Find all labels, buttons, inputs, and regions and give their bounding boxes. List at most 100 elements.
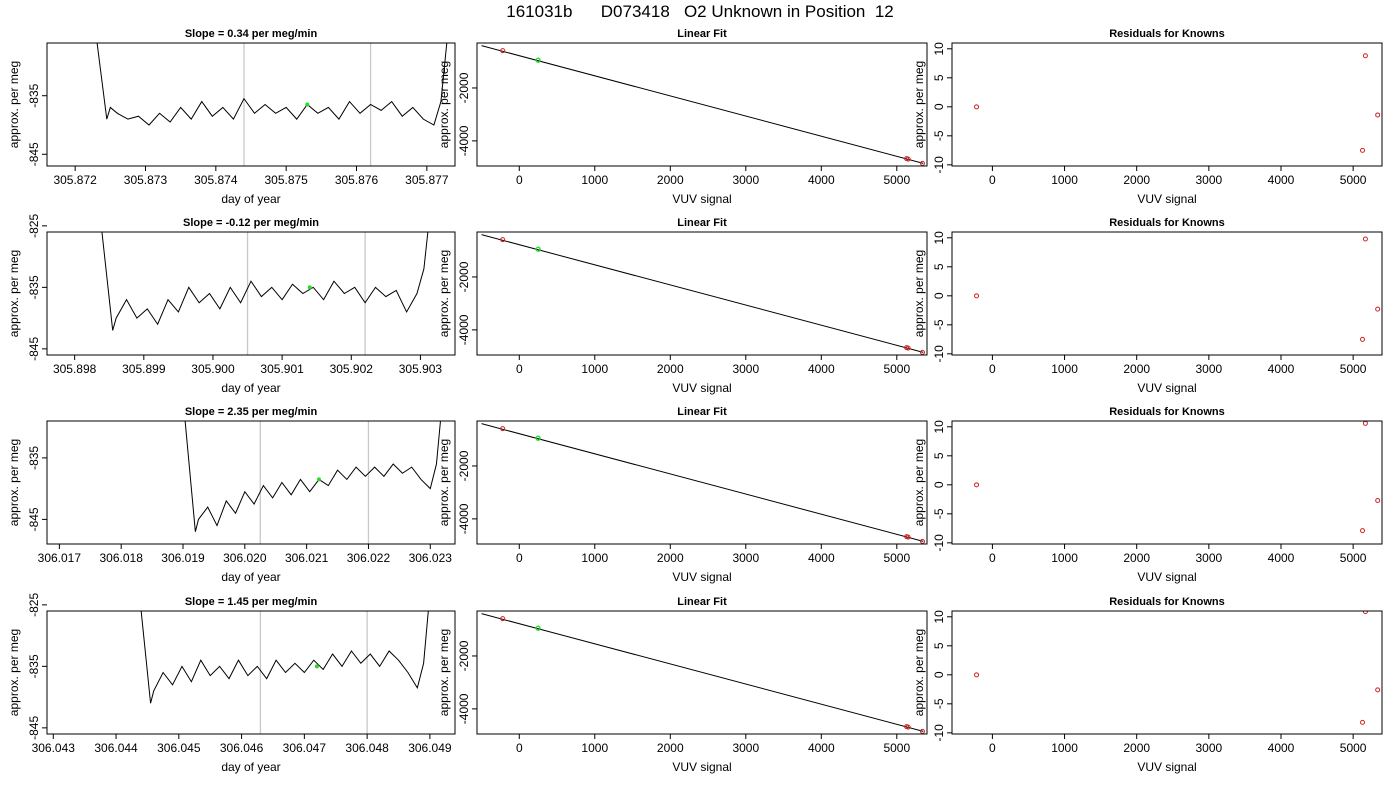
x-tick-label: 1000: [581, 173, 608, 187]
known-point: [919, 538, 925, 544]
residual-point: [974, 293, 980, 299]
panel-3-1: Slope = 2.35 per meg/min 306.017 306.018 30…: [7, 406, 456, 584]
y-axis-label: approx. per meg: [912, 629, 926, 716]
x-tick-label: 4000: [1268, 551, 1295, 565]
plot-area: [481, 613, 925, 734]
x-tick-label: 306.044: [94, 741, 138, 755]
y-axis-label: approx. per meg: [912, 250, 926, 337]
known-point: [919, 160, 925, 166]
y-tick-label: -825: [27, 593, 41, 617]
plot-frame: [476, 231, 928, 356]
x-axis-label: VUV signal: [672, 381, 731, 395]
x-tick-label: 4000: [808, 741, 835, 755]
y-axis-label: approx. per meg: [7, 61, 21, 148]
x-tick-label: 306.049: [408, 741, 452, 755]
panel-title: Linear Fit: [677, 217, 727, 229]
x-tick-label: 306.018: [99, 551, 143, 565]
x-axis-label: VUV signal: [672, 570, 731, 584]
panel-3-2: Linear Fit 0 1000 2000 3000 4000 5000 -2000 -400…: [437, 406, 928, 584]
unknown-marker: [317, 477, 321, 482]
x-tick-label: 3000: [1195, 173, 1222, 187]
y-tick-label: -4000: [457, 125, 471, 156]
y-tick-label: -2000: [457, 72, 471, 103]
unknown-marker: [307, 285, 312, 290]
x-tick-label: 0: [516, 173, 523, 187]
panel-2-1: Slope = -0.12 per meg/min 305.898 305.899 3…: [7, 214, 456, 395]
plot-frame: [46, 420, 456, 545]
x-tick-label: 2000: [657, 362, 684, 376]
y-tick-label: -845: [27, 716, 41, 740]
y-tick-label: -5: [932, 508, 946, 519]
plot-frame: [951, 420, 1383, 545]
x-tick-label: 5000: [883, 173, 910, 187]
panel-title: Residuals for Knowns: [1109, 28, 1225, 40]
x-tick-label: 0: [989, 741, 996, 755]
x-tick-label: 2000: [657, 741, 684, 755]
x-tick-label: 306.043: [32, 741, 76, 755]
plot-frame: [476, 420, 928, 545]
y-tick-label: -835: [27, 83, 41, 107]
y-tick-label: 0: [932, 671, 946, 678]
x-tick-label: 306.045: [157, 741, 201, 755]
x-tick-label: 305.874: [194, 173, 238, 187]
plot-frame: [951, 42, 1383, 167]
x-axis-label: day of year: [221, 192, 280, 206]
panel-title: Slope = 0.34 per meg/min: [185, 28, 318, 40]
x-axis-label: VUV signal: [1137, 381, 1196, 395]
known-point: [919, 349, 925, 355]
plot-area: [974, 421, 1381, 534]
x-tick-label: 4000: [808, 173, 835, 187]
y-tick-label: 10: [932, 420, 946, 434]
panel-2-2: Linear Fit 0 1000 2000 3000 4000 5000 -2000 -400…: [437, 217, 928, 395]
y-tick-label: 10: [932, 231, 946, 245]
fit-line: [481, 234, 924, 353]
x-tick-label: 0: [989, 362, 996, 376]
x-tick-label: 5000: [1340, 741, 1367, 755]
unknown-marker: [305, 102, 310, 107]
x-tick-label: 305.901: [260, 362, 304, 376]
y-axis-label: approx. per meg: [7, 439, 21, 526]
y-tick-label: 10: [932, 610, 946, 624]
y-tick-label: -5: [932, 130, 946, 141]
panel-1-1: Slope = 0.34 per meg/min 305.872 305.873 30…: [7, 28, 456, 206]
known-point: [905, 156, 911, 162]
y-tick-label: -10: [932, 534, 946, 552]
x-tick-label: 1000: [581, 551, 608, 565]
plot-area: [481, 423, 925, 544]
y-axis-label: approx. per meg: [437, 629, 451, 716]
x-tick-label: 4000: [1268, 362, 1295, 376]
x-tick-label: 1000: [1051, 551, 1078, 565]
panel-3-3: Residuals for Knowns 0 1000 2000 3000 4000 500…: [912, 406, 1383, 584]
x-tick-label: 0: [516, 551, 523, 565]
residual-point: [1362, 53, 1368, 59]
x-tick-label: 0: [989, 173, 996, 187]
panel-1-2: Linear Fit 0 1000 2000 3000 4000 5000 -2000 -400…: [437, 28, 928, 206]
y-tick-label: -10: [932, 724, 946, 742]
y-tick-label: -4000: [457, 503, 471, 534]
y-tick-label: -2000: [457, 261, 471, 292]
known-point: [500, 426, 506, 432]
x-tick-label: 5000: [883, 362, 910, 376]
x-axis-label: day of year: [221, 570, 280, 584]
y-tick-label: 0: [932, 481, 946, 488]
plot-frame: [46, 42, 456, 167]
y-tick-label: -835: [27, 654, 41, 678]
x-tick-label: 5000: [1340, 362, 1367, 376]
x-tick-label: 2000: [1123, 173, 1150, 187]
x-tick-label: 4000: [1268, 173, 1295, 187]
x-tick-label: 4000: [808, 362, 835, 376]
panel-title: Residuals for Knowns: [1109, 217, 1225, 229]
x-axis-label: day of year: [221, 760, 280, 774]
plot-frame: [951, 610, 1383, 735]
panel-title: Residuals for Knowns: [1109, 406, 1225, 418]
x-tick-label: 3000: [732, 173, 759, 187]
y-tick-label: 0: [932, 103, 946, 110]
y-tick-label: -845: [27, 337, 41, 361]
x-tick-label: 306.048: [345, 741, 389, 755]
x-tick-label: 305.898: [53, 362, 97, 376]
x-tick-label: 306.046: [220, 741, 264, 755]
panel-1-3: Residuals for Knowns 0 1000 2000 3000 4000 500…: [912, 28, 1383, 206]
panel-title: Slope = 1.45 per meg/min: [185, 596, 318, 608]
x-tick-label: 305.900: [191, 362, 235, 376]
x-tick-label: 4000: [1268, 741, 1295, 755]
